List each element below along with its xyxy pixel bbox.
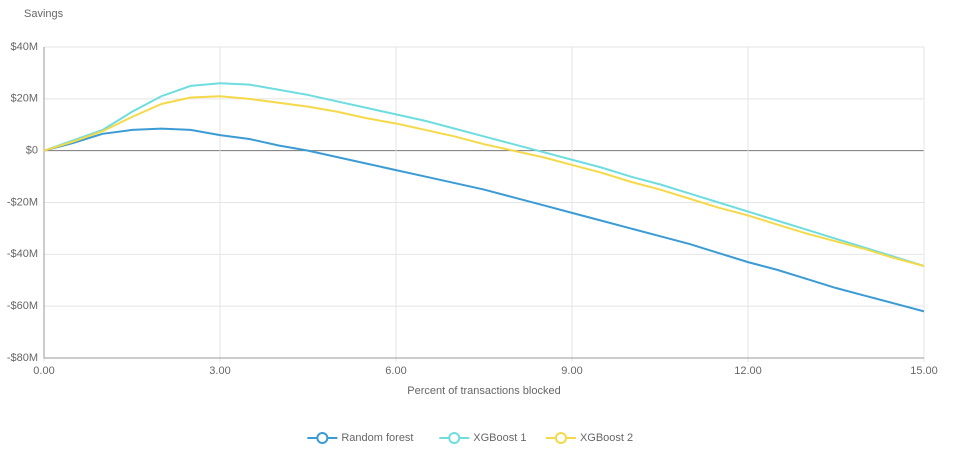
y-tick-label: -$60M xyxy=(7,300,38,312)
legend-item: Random forest xyxy=(307,432,414,444)
legend-marker xyxy=(316,432,329,444)
legend-item: XGBoost 2 xyxy=(545,432,633,444)
y-tick-label: -$20M xyxy=(7,196,38,208)
x-tick-label: 12.00 xyxy=(734,365,762,377)
series-line xyxy=(43,127,925,313)
legend-label: XGBoost 2 xyxy=(580,432,633,444)
x-tick-label: 15.00 xyxy=(910,365,938,377)
x-tick-label: 9.00 xyxy=(561,365,582,377)
y-tick-label: $20M xyxy=(10,93,38,105)
y-tick-label: $40M xyxy=(10,41,38,53)
x-axis-label: Percent of transactions blocked xyxy=(407,385,560,397)
x-tick-label: 0.00 xyxy=(33,365,54,377)
x-tick-label: 6.00 xyxy=(385,365,406,377)
x-tick-label: 3.00 xyxy=(209,365,230,377)
legend-marker xyxy=(448,432,461,444)
y-axis-label: Savings xyxy=(24,8,64,20)
legend-label: XGBoost 1 xyxy=(473,432,526,444)
legend-item: XGBoost 1 xyxy=(439,432,526,444)
y-tick-label: -$80M xyxy=(7,352,38,364)
series-line xyxy=(43,82,925,267)
y-tick-label: -$40M xyxy=(7,248,38,260)
y-tick-label: $0 xyxy=(26,145,38,157)
legend-marker xyxy=(554,432,567,444)
legend-label: Random forest xyxy=(341,432,413,444)
series-line xyxy=(43,95,925,267)
